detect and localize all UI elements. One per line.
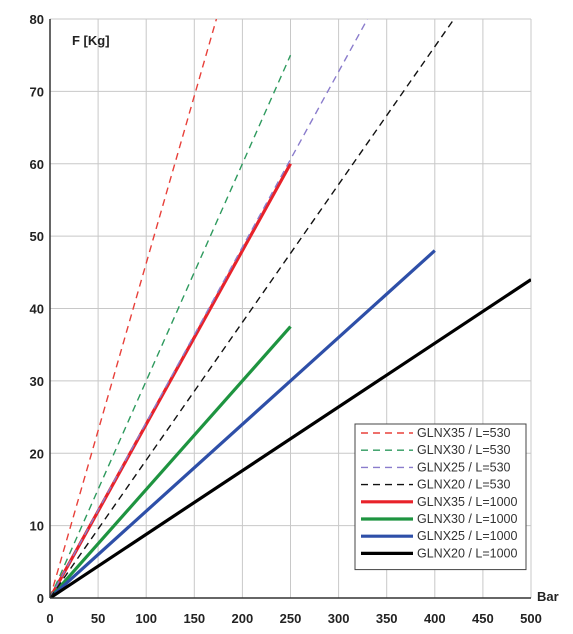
x-tick-label: 150 — [183, 611, 205, 626]
legend-entry-3: GLNX20 / L=530 — [417, 478, 511, 492]
series-layer — [50, 19, 531, 598]
y-tick-label: 50 — [30, 229, 44, 244]
series-line-6 — [50, 249, 436, 598]
y-tick-label: 30 — [30, 374, 44, 389]
series-line-4 — [50, 162, 292, 598]
legend-box — [354, 423, 527, 571]
legend-entry-1: GLNX30 / L=530 — [417, 443, 511, 457]
series-line-1 — [50, 54, 292, 598]
y-tick-label: 80 — [30, 12, 44, 27]
x-tick-label: 50 — [91, 611, 105, 626]
x-axis-label: Bar — [537, 589, 559, 604]
x-tick-label: 500 — [520, 611, 542, 626]
series-line-5 — [50, 325, 292, 598]
y-tick-label: 10 — [30, 519, 44, 534]
x-tick-label: 100 — [135, 611, 157, 626]
x-tick-label: 200 — [232, 611, 254, 626]
legend: GLNX35 / L=530 GLNX30 / L=530 GLNX25 / L=5… — [354, 423, 527, 571]
legend-entry-4: GLNX35 / L=1000 — [417, 495, 517, 509]
x-tick-label: 450 — [472, 611, 494, 626]
series-line-0 — [50, 19, 218, 598]
axes — [49, 19, 531, 599]
x-tick-label: 250 — [280, 611, 302, 626]
legend-entry-2: GLNX25 / L=530 — [417, 460, 511, 474]
y-tick-label: 60 — [30, 157, 44, 172]
x-tick-label: 300 — [328, 611, 350, 626]
legend-entry-6: GLNX25 / L=1000 — [417, 529, 517, 543]
series-line-3 — [50, 19, 455, 598]
y-tick-label: 20 — [30, 446, 44, 461]
tick-labels: 0 50 100 150 200 250 300 350 400 450 500 0 10 20 30 40 5… — [30, 12, 542, 626]
series-line-7 — [50, 278, 531, 598]
x-tick-label: 350 — [376, 611, 398, 626]
legend-entry-0: GLNX35 / L=530 — [417, 426, 511, 440]
y-tick-label: 40 — [30, 302, 44, 317]
legend-entry-5: GLNX30 / L=1000 — [417, 512, 517, 526]
x-tick-label: 400 — [424, 611, 446, 626]
legend-entry-7: GLNX20 / L=1000 — [417, 546, 517, 560]
series-line-2 — [50, 19, 369, 598]
y-axis-label: F [Kg] — [72, 33, 110, 48]
x-tick-label: 0 — [46, 611, 53, 626]
y-tick-label: 0 — [37, 591, 44, 606]
y-tick-label: 70 — [30, 84, 44, 99]
